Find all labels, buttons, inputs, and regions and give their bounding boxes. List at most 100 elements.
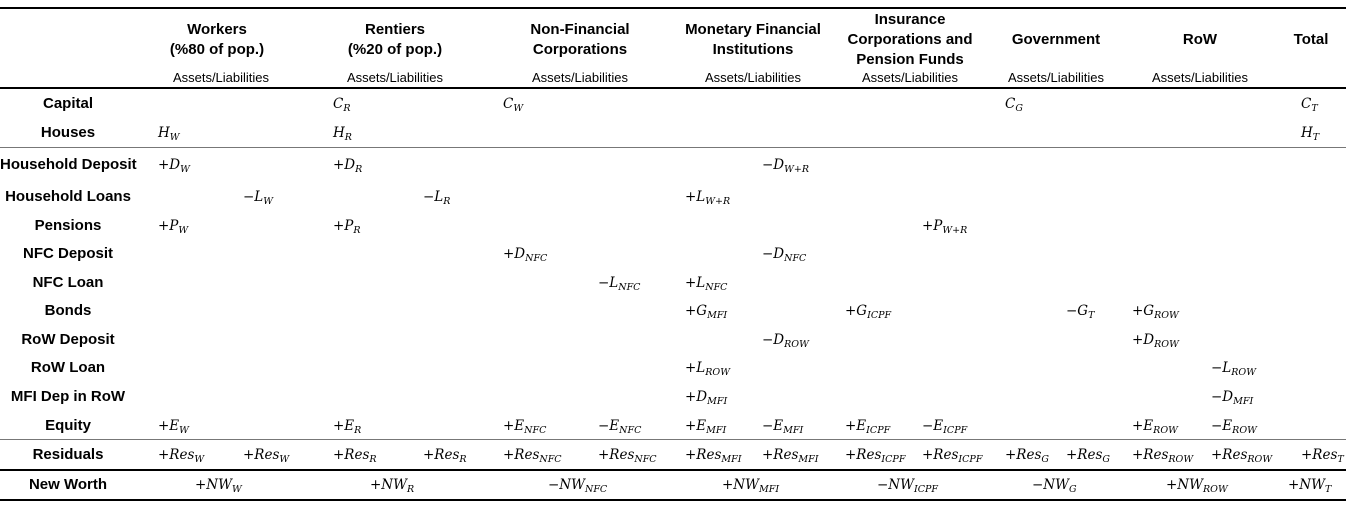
cell-subscript: W <box>180 164 190 175</box>
table-cell: +ResROW <box>1132 447 1193 465</box>
table-cell: CG <box>1005 96 1023 114</box>
table-cell: −NWG <box>1032 477 1077 495</box>
table-cell: −LNFC <box>598 275 640 293</box>
cell-symbol: +L <box>685 275 706 291</box>
table-cell: +ResR <box>333 447 377 465</box>
table-cell: +NWT <box>1288 477 1331 495</box>
cell-symbol: +Res <box>1211 447 1248 463</box>
residuals-top-rule <box>0 439 1346 440</box>
cell-symbol: +Res <box>243 447 280 463</box>
cell-symbol: +Res <box>158 447 195 463</box>
table-cell: +DR <box>333 157 362 175</box>
table-cell: +ResR <box>423 447 467 465</box>
cell-subscript: NFC <box>585 484 608 495</box>
cell-symbol: −L <box>1211 360 1232 376</box>
cell-subscript: T <box>1311 103 1318 114</box>
cell-subscript: MFI <box>759 484 780 495</box>
table-cell: −DMFI <box>1211 389 1253 407</box>
cell-symbol: +Res <box>503 447 540 463</box>
cell-subscript: W <box>279 454 290 465</box>
cell-subscript: R <box>355 164 363 175</box>
cell-symbol: C <box>333 96 344 112</box>
table-cell: −EMFI <box>762 418 803 436</box>
cell-subscript: NFC <box>618 282 641 293</box>
row-label: Household Loans <box>5 188 131 205</box>
cell-symbol: +Res <box>845 447 882 463</box>
table-cell: +LROW <box>685 360 730 378</box>
column-header: Workers (%80 of pop.) <box>169 21 265 58</box>
column-header: Government <box>1011 31 1101 48</box>
cell-subscript: ROW <box>1232 425 1257 436</box>
row-label: Bonds <box>44 302 92 319</box>
column-header: RoW <box>1182 31 1218 48</box>
cell-symbol: +D <box>1132 332 1155 348</box>
table-cell: HW <box>158 125 180 143</box>
cell-subscript: W+R <box>942 225 968 236</box>
cell-symbol: −E <box>598 418 620 434</box>
cell-symbol: C <box>503 96 514 112</box>
cell-symbol: −E <box>762 418 784 434</box>
cell-symbol: −L <box>423 189 444 205</box>
cell-symbol: +P <box>333 218 354 234</box>
cell-subscript: NFC <box>539 454 562 465</box>
column-header: Rentiers (%20 of pop.) <box>347 21 443 58</box>
cell-subscript: ICPF <box>881 454 906 465</box>
cell-subscript: G <box>1015 103 1023 114</box>
table-cell: +LW+R <box>685 189 730 207</box>
table-cell: +EROW <box>1132 418 1178 436</box>
cell-symbol: −L <box>598 275 619 291</box>
cell-subscript: NFC <box>634 454 657 465</box>
cell-subscript: MFI <box>721 454 742 465</box>
cell-symbol: +D <box>333 157 356 173</box>
cell-symbol: −NW <box>877 477 914 493</box>
table-cell: −LR <box>423 189 450 207</box>
cell-subscript: ICPF <box>958 454 983 465</box>
cell-symbol: +Res <box>333 447 370 463</box>
cell-subscript: G <box>1069 484 1077 495</box>
cell-symbol: +Res <box>762 447 799 463</box>
cell-subscript: G <box>1041 454 1049 465</box>
cell-subscript: ROW <box>705 367 730 378</box>
table-cell: +EICPF <box>845 418 890 436</box>
cell-subscript: R <box>369 454 377 465</box>
cell-symbol: −G <box>1066 303 1089 319</box>
cell-symbol: +D <box>503 246 526 262</box>
cell-symbol: +E <box>158 418 180 434</box>
capital-divider <box>0 147 1346 148</box>
table-cell: −LW <box>243 189 273 207</box>
cell-symbol: C <box>1301 96 1312 112</box>
table-cell: +ResMFI <box>762 447 818 465</box>
table-cell: −ENFC <box>598 418 641 436</box>
cell-symbol: +L <box>685 360 706 376</box>
cell-symbol: −L <box>243 189 264 205</box>
cell-symbol: +NW <box>195 477 232 493</box>
cell-symbol: +NW <box>1166 477 1203 493</box>
cell-symbol: +G <box>685 303 708 319</box>
table-cell: +ER <box>333 418 361 436</box>
cell-subscript: ROW <box>1203 484 1228 495</box>
cell-symbol: +E <box>685 418 707 434</box>
cell-symbol: +D <box>685 389 708 405</box>
cell-symbol: +Res <box>1132 447 1169 463</box>
table-cell: +ResT <box>1301 447 1344 465</box>
table-cell: +DMFI <box>685 389 727 407</box>
cell-subscript: ROW <box>1168 454 1194 465</box>
cell-subscript: ROW <box>1154 339 1179 350</box>
cell-subscript: W <box>194 454 205 465</box>
cell-subscript: R <box>443 196 451 207</box>
cell-subscript: W+R <box>705 196 731 207</box>
cell-subscript: MFI <box>707 396 728 407</box>
cell-symbol: H <box>158 125 170 141</box>
cell-subscript: MFI <box>707 310 728 321</box>
cell-subscript: MFI <box>783 425 804 436</box>
cell-symbol: +Res <box>922 447 959 463</box>
cell-subscript: R <box>353 225 361 236</box>
cell-symbol: +P <box>922 218 943 234</box>
table-cell: +NWROW <box>1166 477 1228 495</box>
row-label: Houses <box>40 124 96 141</box>
table-cell: −DW+R <box>762 157 809 175</box>
cell-symbol: +P <box>158 218 179 234</box>
table-cell: +ResICPF <box>922 447 982 465</box>
column-subheader: Assets/Liabilities <box>1007 70 1105 85</box>
cell-symbol: +Res <box>685 447 722 463</box>
